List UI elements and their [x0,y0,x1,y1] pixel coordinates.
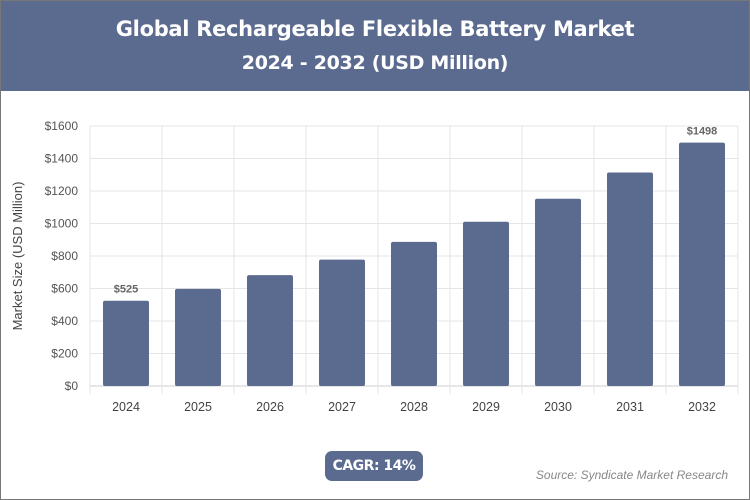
y-tick-label: $1400 [45,152,79,166]
x-tick-label: 2027 [328,400,356,414]
chart-title: Global Rechargeable Flexible Battery Mar… [115,17,635,41]
x-tick-label: 2028 [400,400,428,414]
y-tick-label: $1200 [45,184,79,198]
y-tick-label: $800 [51,249,78,263]
source-note: Source: Syndicate Market Research [535,468,728,482]
bar-2031 [607,172,653,386]
x-tick-label: 2030 [544,400,572,414]
chart-subtitle: 2024 - 2032 (USD Million) [241,52,509,74]
x-tick-label: 2031 [616,400,644,414]
y-tick-label: $200 [51,347,78,361]
x-tick-label: 2032 [688,400,716,414]
x-tick-label: 2026 [256,400,284,414]
bar-2024 [103,300,149,386]
data-label: $525 [114,284,138,296]
bar-2032 [679,142,725,386]
y-tick-label: $0 [65,379,79,393]
y-tick-label: $400 [51,314,78,328]
x-tick-label: 2024 [112,400,140,414]
y-tick-label: $1000 [45,217,79,231]
cagr-badge: CAGR: 14% [325,451,423,481]
y-axis-title: Market Size (USD Million) [10,182,25,331]
x-tick-label: 2029 [472,400,500,414]
bar-2029 [463,221,509,386]
x-tick-label: 2025 [184,400,212,414]
data-label: $1498 [687,126,718,138]
bar-2025 [175,288,221,386]
bar-2027 [319,259,365,386]
y-tick-label: $1600 [45,119,79,133]
bar-2030 [535,198,581,386]
chart-header: Global Rechargeable Flexible Battery Mar… [1,1,749,91]
bar-2026 [247,275,293,386]
y-tick-label: $600 [51,282,78,296]
bar-2028 [391,241,437,386]
